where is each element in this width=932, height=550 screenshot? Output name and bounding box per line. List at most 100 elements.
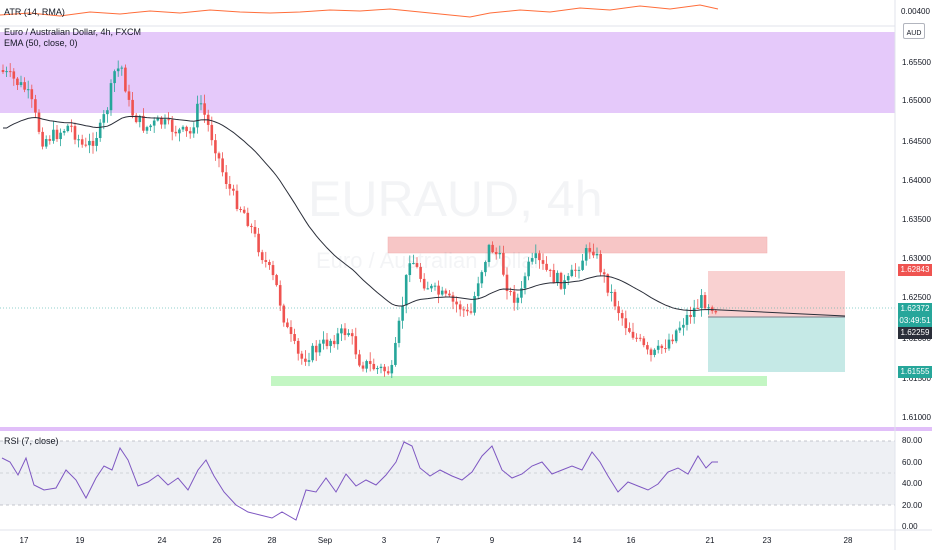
bar-countdown-tag: 03:49:51 [898,315,932,327]
candle-body [624,318,628,329]
candle-body [84,144,88,146]
candle-body [574,269,577,271]
candle-body [178,129,181,134]
candle-body [188,131,192,134]
candle-body [383,366,386,372]
price-tick-label: 1.62500 [902,293,931,302]
candle-body [52,129,55,141]
candle-body [307,360,311,362]
candle-body [26,89,30,91]
candle-body [322,339,325,344]
candle-body [566,276,570,281]
candle-body [419,266,422,279]
atr-value: 0.00400 [901,7,930,16]
rsi-indicator-label[interactable]: RSI (7, close) [4,436,59,446]
candle-body [628,328,631,332]
rsi-pane [0,440,895,521]
candle-body [185,126,188,132]
candle-body [426,288,430,290]
candle-body [534,253,538,259]
candle-body [520,288,523,298]
candle-body [271,265,275,276]
time-tick-label: 21 [705,536,715,545]
candle-body [523,276,527,289]
candle-body [343,328,347,336]
candle-body [440,290,444,295]
zones [0,32,895,386]
candle-body [692,307,696,317]
candle-body [156,117,160,121]
candle-body [458,304,462,310]
pane-separator [0,427,932,431]
candle-body [336,333,340,345]
candle-body [714,311,718,313]
candle-body [37,112,41,132]
candle-body [116,68,120,72]
candle-body [390,364,394,374]
price-tick-label: 1.61000 [902,413,931,422]
price-tick-label: 1.64000 [902,176,931,185]
candles [1,60,718,379]
candle-body [264,260,268,262]
candle-body [660,345,664,349]
currency-unit-label: AUD [906,30,922,37]
candle-body [286,322,289,328]
ema-indicator-label[interactable]: EMA (50, close, 0) [4,38,78,48]
candle-body [70,125,73,127]
candle-body [559,272,563,289]
candle-body [430,285,433,289]
candle-body [653,349,656,355]
candle-body [318,343,322,353]
time-tick-label: Sep [317,536,333,545]
candle-body [595,253,599,256]
atr-pane [0,4,895,27]
candle-body [512,291,516,303]
candle-body [109,83,113,111]
candle-body [509,291,512,293]
candle-body [174,131,178,134]
candle-body [491,244,494,253]
candle-body [372,363,376,370]
candle-body [386,371,390,374]
candle-body [649,349,653,355]
candle-body [145,127,149,131]
candle-body [224,172,228,185]
rsi-tick-label: 20.00 [902,501,923,510]
candle-body [599,253,602,273]
candle-body [275,275,278,286]
rsi-line [1,441,718,521]
ema-line [3,115,846,317]
candle-body [95,137,98,146]
time-tick-label: 7 [435,536,441,545]
symbol-title[interactable]: Euro / Australian Dollar, 4h, FXCM [4,27,142,37]
candle-body [700,295,703,308]
price-tick-label: 1.65500 [902,58,931,67]
candle-body [592,251,595,256]
candle-body [361,365,365,369]
candle-body [80,139,84,145]
candle-body [199,103,203,105]
candle-body [16,78,19,86]
price-tick-label: 1.64500 [902,137,931,146]
currency-unit-box[interactable]: AUD [903,23,925,39]
atr-indicator-label[interactable]: ATR (14, RMA) [4,7,65,17]
candle-body [192,127,196,134]
candle-body [437,285,440,295]
candle-body [664,348,667,350]
candle-body [59,132,62,140]
red-resistance-zone [387,236,768,254]
candle-body [239,209,242,211]
candle-body [678,327,682,331]
candle-body [138,115,142,123]
candle-body [530,258,534,262]
symbol-watermark: EURAUD, 4h [308,171,603,227]
candle-body [527,261,530,277]
candle-body [19,82,23,86]
candle-body [257,233,260,253]
candle-body [196,103,199,128]
time-tick-label: 14 [572,536,582,545]
candle-body [232,188,235,191]
candle-body [394,342,397,365]
candle-body [376,368,379,370]
